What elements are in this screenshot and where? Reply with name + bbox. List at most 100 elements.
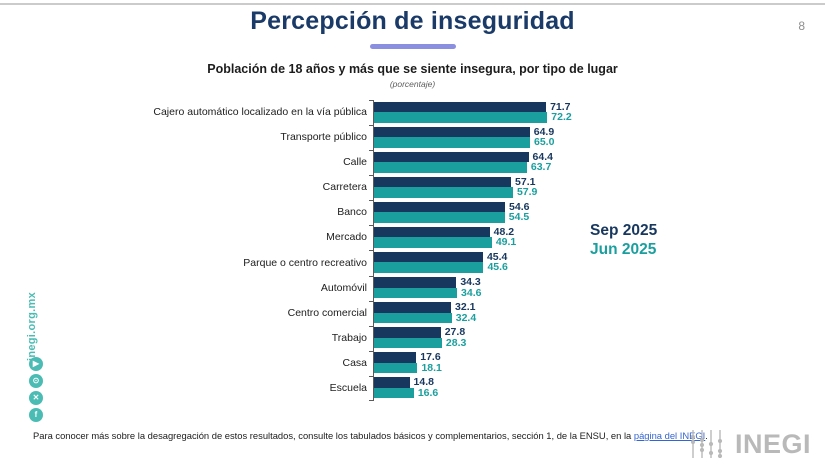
bar-value: 34.3 — [460, 276, 481, 289]
bar-line: 17.6 — [374, 352, 442, 363]
bar-line: 54.5 — [374, 212, 529, 223]
bar-value: 65.0 — [534, 136, 555, 149]
bar-value: 14.8 — [413, 376, 434, 389]
category-bars: 34.3 34.6 — [368, 275, 482, 301]
category-label: Calle — [343, 156, 367, 169]
bar-value: 64.4 — [532, 150, 553, 163]
bar-sep-2025 — [374, 377, 410, 388]
bar-line: 49.1 — [374, 237, 516, 248]
category-bars: 64.4 63.7 — [369, 150, 553, 176]
top-border-line — [0, 3, 825, 5]
bar-value: 48.2 — [493, 225, 515, 238]
footer-note: Para conocer más sobre la desagregación … — [33, 430, 708, 441]
bar-value: 54.6 — [509, 200, 530, 213]
bar-jun-2025 — [374, 112, 548, 123]
bar-line: 63.7 — [374, 162, 553, 173]
category-label: Automóvil — [320, 281, 367, 294]
bar-value: 16.6 — [417, 386, 439, 399]
bar-line: 48.2 — [374, 227, 516, 238]
bar-value: 34.6 — [461, 286, 482, 299]
instagram-icon[interactable]: ⊙ — [29, 374, 43, 388]
bar-jun-2025 — [374, 337, 442, 349]
bar-value: 64.9 — [533, 125, 555, 138]
footer-inegi-link[interactable]: página del INEGI — [633, 430, 706, 441]
bar-jun-2025 — [374, 187, 513, 198]
bar-line: 32.1 — [374, 302, 476, 313]
bar-sep-2025 — [374, 327, 441, 338]
chart-row: Transporte público 64.9 65.0 — [0, 125, 572, 151]
bar-line: 34.3 — [374, 277, 481, 288]
chart-subtitle: Población de 18 años y más que se siente… — [207, 62, 618, 76]
inegi-logo: INEGI — [690, 430, 811, 458]
bar-value: 32.4 — [455, 311, 477, 324]
social-icons: ▶ ⊙ ✕ f — [29, 357, 43, 422]
legend-item-sep-2025: Sep 2025 — [590, 222, 658, 239]
sidebar-url[interactable]: inegi.org.mx — [26, 292, 38, 361]
category-bars: 64.9 65.0 — [368, 125, 555, 151]
bar-sep-2025 — [374, 226, 490, 238]
category-label: Banco — [337, 206, 367, 219]
bar-jun-2025 — [374, 362, 418, 374]
category-bars: 27.8 28.3 — [368, 325, 466, 351]
bar-sep-2025 — [374, 126, 530, 138]
chart-legend: Sep 2025 Jun 2025 — [590, 221, 657, 259]
bar-value: 32.1 — [455, 301, 476, 314]
bar-jun-2025 — [374, 287, 458, 299]
category-bars: 17.6 18.1 — [369, 350, 442, 376]
category-bars: 57.1 57.9 — [368, 175, 537, 201]
chart-unit-note: (porcentaje) — [389, 79, 436, 89]
chart-row: Calle 64.4 63.7 — [0, 150, 572, 176]
legend-item-jun-2025: Jun 2025 — [590, 241, 657, 258]
bar-sep-2025 — [374, 151, 529, 163]
bar-line: 71.7 — [374, 100, 572, 113]
category-label: Parque o centro recreativo — [243, 256, 367, 269]
chart-row: Mercado 48.2 49.1 — [0, 225, 572, 251]
chart-row: Parque o centro recreativo 45.4 45.6 — [0, 250, 572, 276]
bar-value: 57.9 — [516, 186, 538, 199]
chart-row: Carretera 57.1 57.9 — [0, 175, 572, 201]
facebook-icon[interactable]: f — [29, 408, 43, 422]
youtube-icon[interactable]: ▶ — [29, 357, 43, 371]
page-number: 8 — [798, 19, 805, 33]
bar-sep-2025 — [374, 277, 457, 288]
category-label: Cajero automático localizado en la vía p… — [153, 106, 367, 119]
chart-row: Casa 17.6 18.1 — [0, 350, 572, 376]
category-label: Mercado — [326, 231, 367, 244]
category-bars: 48.2 49.1 — [368, 225, 516, 251]
bar-value: 45.4 — [486, 250, 508, 263]
bar-sep-2025 — [374, 101, 547, 112]
bar-line: 18.1 — [374, 363, 442, 374]
bar-line: 64.4 — [374, 152, 553, 163]
category-bars: 71.7 72.2 — [369, 100, 572, 126]
bar-value: 63.7 — [530, 161, 552, 174]
bar-value: 71.7 — [550, 100, 571, 113]
title-underline — [370, 44, 456, 49]
category-bars: 45.4 45.6 — [369, 250, 508, 276]
bar-value: 49.1 — [495, 236, 517, 249]
bar-line: 64.9 — [374, 127, 554, 138]
chart-row: Banco 54.6 54.5 — [0, 200, 572, 226]
bar-jun-2025 — [374, 387, 414, 399]
bar-sep-2025 — [374, 352, 417, 363]
bar-jun-2025 — [374, 237, 492, 248]
bar-value: 54.5 — [508, 211, 530, 224]
bar-sep-2025 — [374, 302, 452, 313]
x-icon[interactable]: ✕ — [29, 391, 43, 405]
bar-value: 45.6 — [487, 261, 508, 274]
category-label: Casa — [342, 356, 367, 369]
category-bars: 14.8 16.6 — [368, 375, 439, 401]
category-label: Transporte público — [280, 131, 367, 144]
bar-jun-2025 — [374, 312, 452, 324]
bar-value: 72.2 — [551, 111, 572, 123]
category-label: Centro comercial — [287, 306, 367, 319]
bar-line: 54.6 — [374, 202, 529, 213]
bar-line: 27.8 — [374, 327, 466, 338]
bar-line: 32.4 — [374, 313, 476, 324]
bar-sep-2025 — [374, 201, 506, 213]
chart-row: Automóvil 34.3 34.6 — [0, 275, 572, 301]
inegi-logo-text: INEGI — [734, 428, 811, 459]
bar-value: 57.1 — [515, 175, 536, 188]
bar-line: 57.9 — [374, 187, 537, 198]
bar-value: 18.1 — [421, 361, 442, 374]
